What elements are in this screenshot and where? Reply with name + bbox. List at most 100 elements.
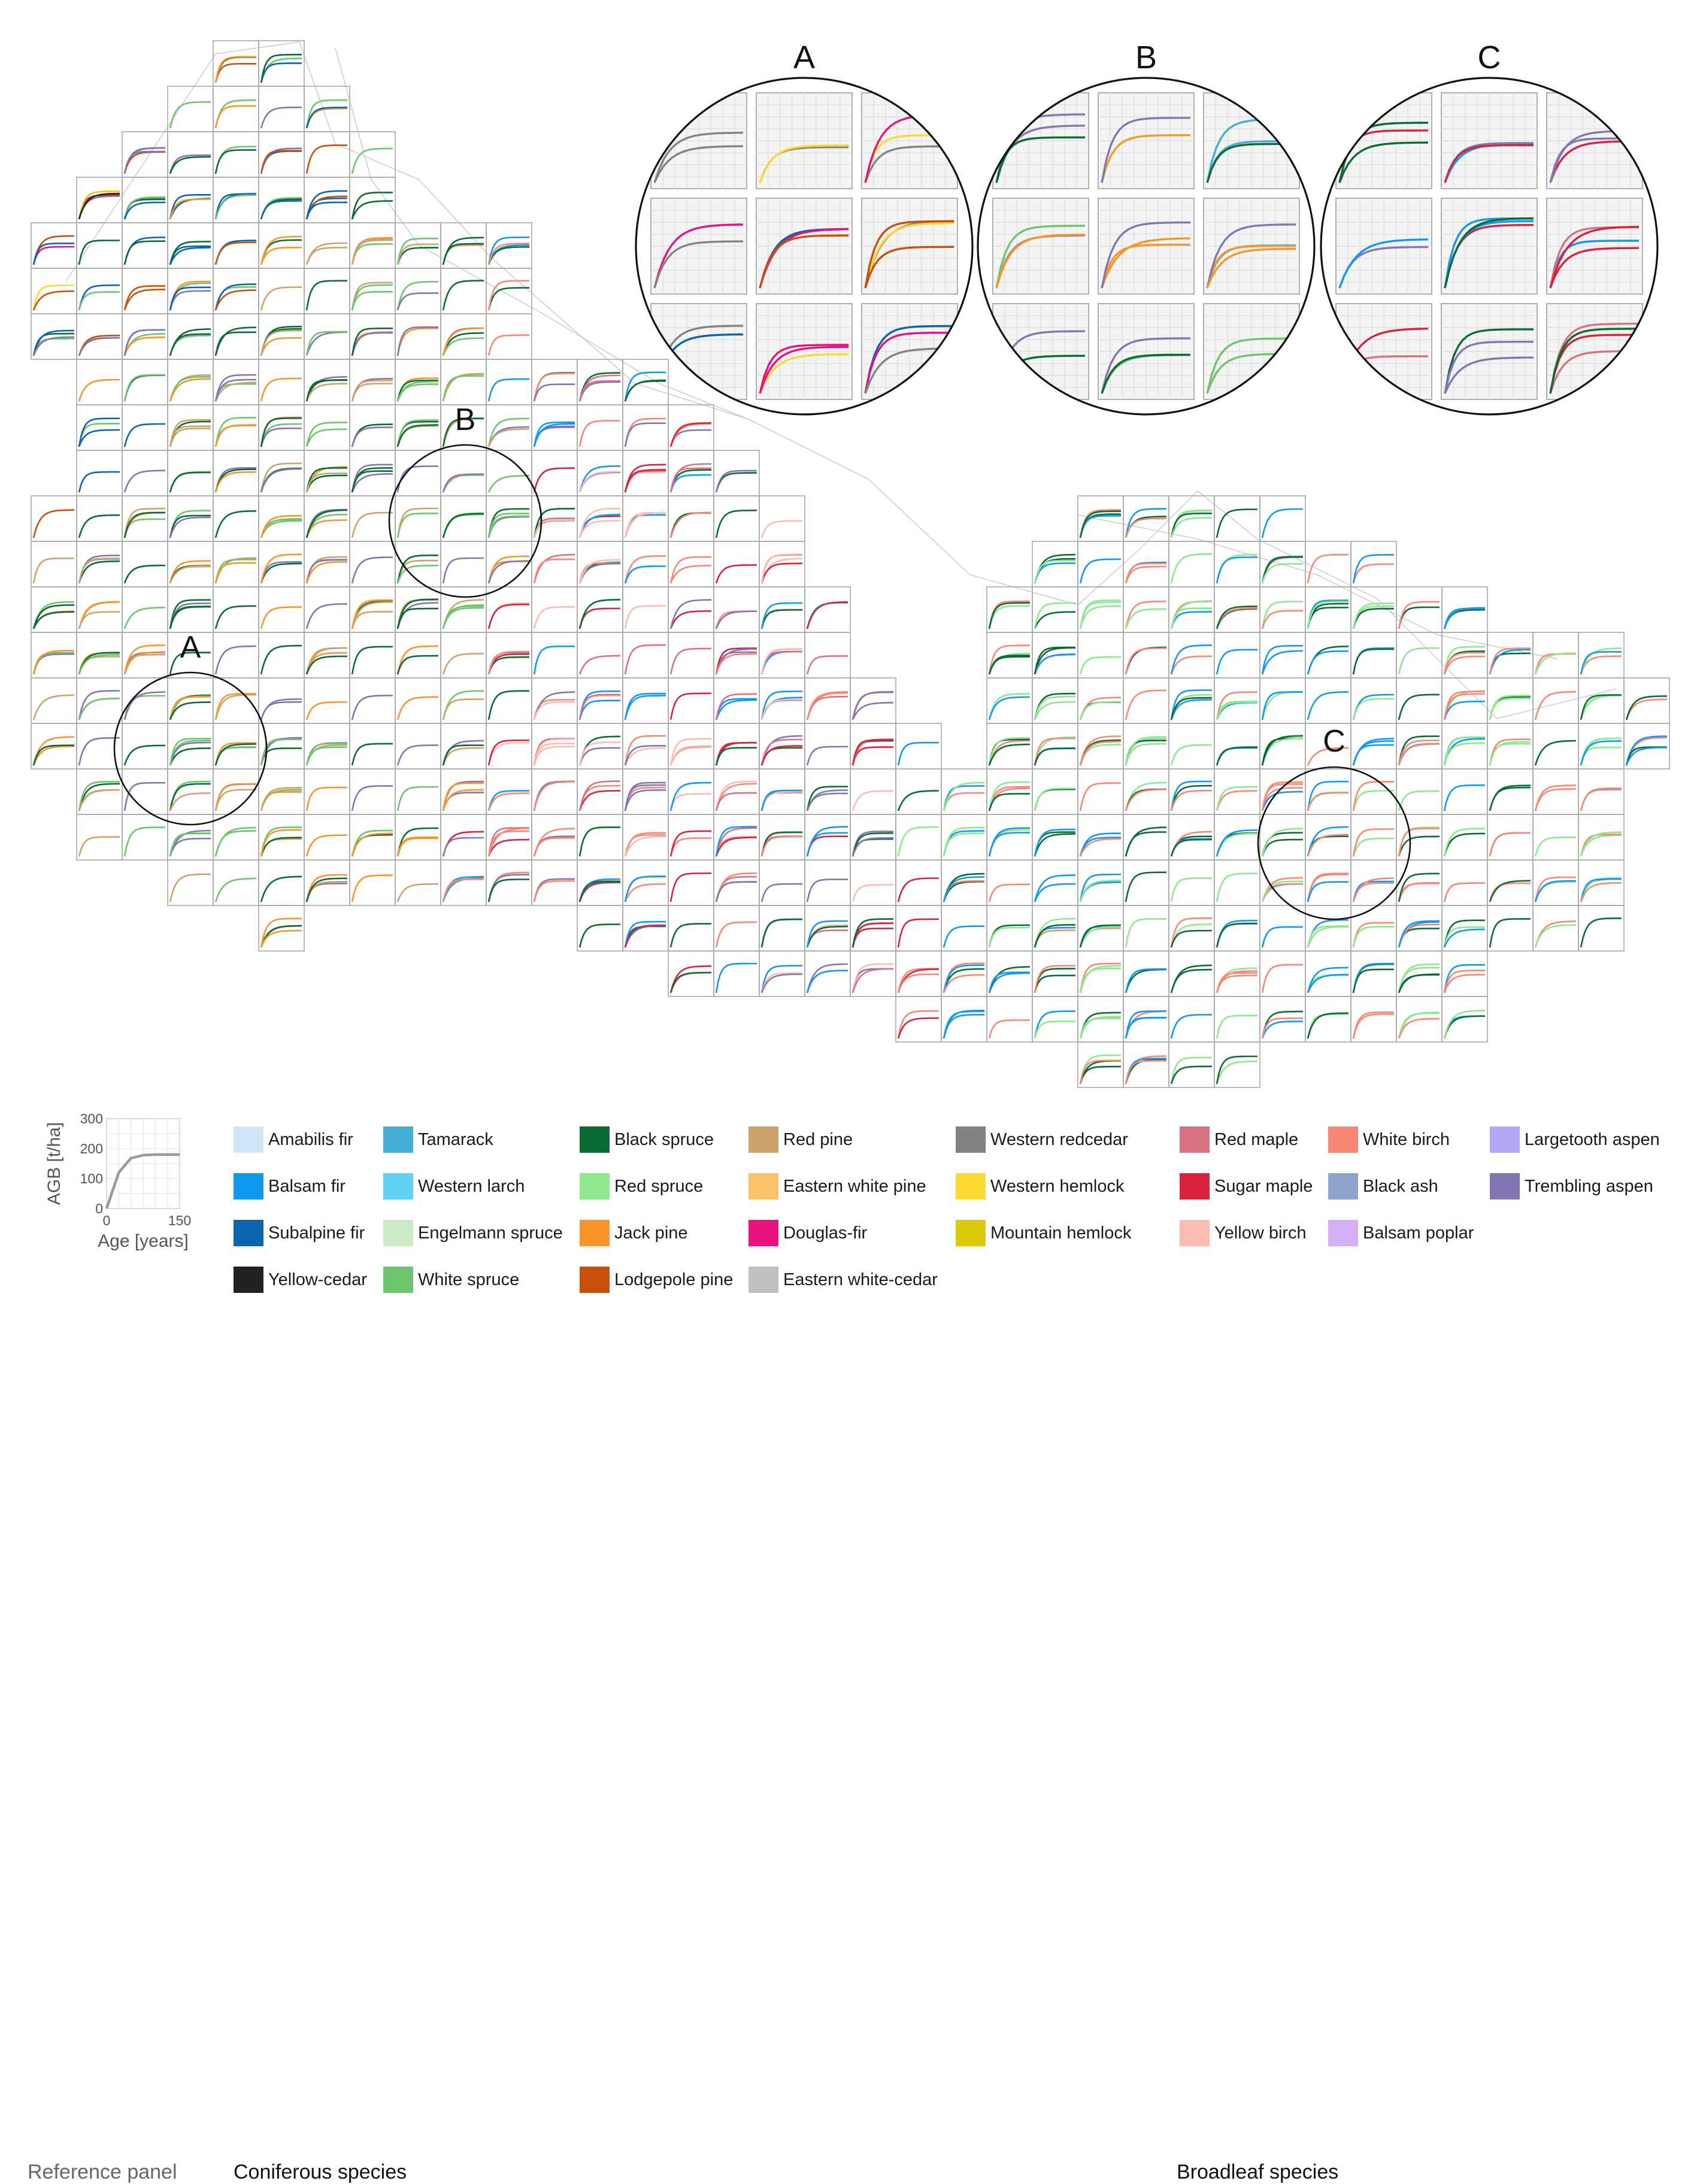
growth-curve (214, 283, 256, 311)
growth-curve (1216, 649, 1257, 675)
growth-curve (1125, 1010, 1166, 1039)
map-cell (1305, 950, 1351, 997)
growth-curve (1079, 1059, 1121, 1085)
growth-curve (715, 881, 757, 902)
map-cell (577, 404, 623, 451)
growth-curve (760, 698, 802, 720)
growth-curve (1079, 509, 1121, 538)
growth-curve (1443, 970, 1485, 993)
growth-curve (260, 329, 302, 356)
growth-curve (1534, 784, 1576, 811)
map-cell (668, 632, 714, 678)
map-region-circle (113, 671, 268, 826)
growth-curve (624, 747, 666, 766)
legend-item: Jack pine (580, 1218, 688, 1248)
growth-curve (305, 874, 347, 902)
growth-curve (214, 378, 256, 402)
growth-curve (169, 198, 211, 220)
growth-curve (351, 281, 393, 311)
growth-curve (1170, 607, 1212, 629)
growth-curve (1398, 873, 1440, 902)
map-cell (1487, 814, 1534, 861)
growth-curve (78, 378, 120, 402)
growth-curve (1216, 607, 1257, 629)
growth-curve (442, 690, 484, 720)
map-cell (850, 677, 896, 724)
map-cell (1214, 1041, 1260, 1088)
legend-item: Yellow birch (1180, 1218, 1307, 1248)
growth-curve (1489, 649, 1531, 675)
map-cell (76, 268, 123, 314)
growth-curve (1398, 963, 1440, 993)
growth-curve (442, 417, 484, 447)
map-cell (1487, 723, 1534, 770)
growth-curve (169, 565, 211, 584)
growth-curve (1352, 648, 1394, 675)
growth-curve (1079, 1011, 1121, 1039)
legend-label: Balsam fir (268, 1176, 346, 1196)
growth-curve (1443, 690, 1485, 720)
growth-curve (1216, 974, 1257, 993)
inset-growth-curve (759, 234, 848, 289)
growth-curve (1261, 783, 1303, 811)
growth-curve (943, 968, 984, 993)
map-cell (258, 131, 305, 178)
map-cell (122, 359, 168, 405)
growth-curve (533, 372, 575, 402)
growth-curve (715, 647, 757, 675)
map-cell (622, 404, 669, 451)
legend-item: Balsam fir (234, 1171, 346, 1201)
growth-curve (669, 610, 711, 629)
growth-curve (715, 699, 757, 720)
growth-curve (943, 964, 984, 993)
growth-curve (78, 284, 120, 311)
growth-curve (396, 507, 438, 538)
growth-curve (169, 694, 211, 720)
map-cell (622, 677, 669, 724)
growth-curve (1443, 928, 1485, 948)
map-cell (622, 541, 669, 587)
growth-curve (442, 789, 484, 811)
map-cell (304, 814, 350, 861)
growth-curve (851, 832, 893, 857)
map-cell (1350, 905, 1397, 952)
map-cell (1123, 723, 1169, 770)
growth-curve (578, 465, 621, 493)
inset-growth-curve (1549, 334, 1639, 394)
growth-curve (487, 879, 529, 902)
growth-curve (32, 284, 74, 311)
growth-curve (1489, 832, 1531, 857)
growth-curve (214, 194, 256, 220)
growth-curve (1170, 744, 1212, 766)
growth-curve (214, 742, 256, 766)
growth-curve (1534, 836, 1576, 857)
growth-curve (624, 832, 666, 857)
growth-curve (351, 239, 393, 265)
growth-curve (260, 106, 302, 129)
growth-curve (1216, 829, 1257, 857)
growth-curve (32, 604, 74, 629)
growth-curve (487, 287, 529, 311)
growth-curve (715, 962, 757, 993)
growth-curve (487, 515, 529, 538)
map-cell (213, 723, 259, 770)
growth-curve (1034, 917, 1075, 948)
inset-growth-curve (995, 234, 1086, 289)
legend-swatch (1328, 1220, 1358, 1246)
map-cell (395, 450, 441, 496)
growth-curve (442, 280, 484, 311)
growth-curve (169, 695, 211, 720)
growth-curve (1489, 880, 1531, 902)
legend-label: Eastern white-cedar (783, 1270, 938, 1289)
growth-curve (305, 383, 348, 402)
growth-curve (487, 513, 529, 538)
growth-curve (760, 831, 802, 857)
growth-curve (533, 558, 575, 584)
map-cell (304, 586, 350, 633)
inset-growth-curve (864, 331, 954, 394)
map-cell (258, 586, 305, 633)
map-cell (349, 359, 396, 405)
map-cell (804, 905, 851, 952)
growth-curve (851, 928, 893, 948)
growth-curve (260, 235, 302, 265)
